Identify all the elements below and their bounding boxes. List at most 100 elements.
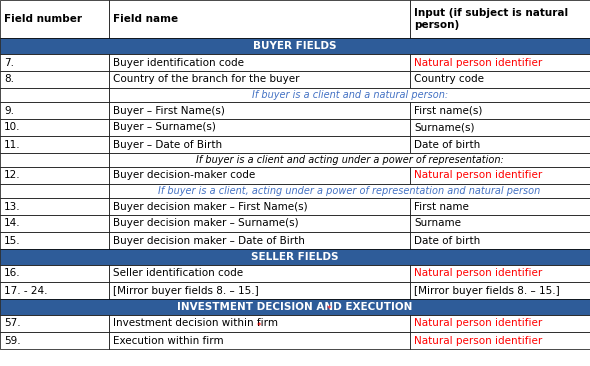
Bar — [109, 282, 410, 299]
Text: *: * — [327, 305, 331, 314]
Text: INVESTMENT DECISION AND EXECUTION: INVESTMENT DECISION AND EXECUTION — [178, 302, 412, 312]
Bar — [0, 71, 109, 88]
Bar — [109, 119, 410, 136]
Text: Date of birth: Date of birth — [414, 139, 480, 149]
Text: 59.: 59. — [4, 336, 21, 346]
Bar — [109, 54, 410, 71]
Bar — [109, 315, 410, 332]
Bar — [410, 119, 590, 136]
Text: Surname: Surname — [414, 219, 461, 228]
Text: Buyer – First Name(s): Buyer – First Name(s) — [113, 105, 225, 116]
Bar — [410, 282, 590, 299]
Text: First name: First name — [414, 202, 469, 212]
Text: Execution within firm: Execution within firm — [113, 336, 224, 346]
Text: SELLER FIELDS: SELLER FIELDS — [251, 252, 339, 262]
Text: If buyer is a client and acting under a power of representation:: If buyer is a client and acting under a … — [196, 155, 503, 165]
Bar — [0, 167, 109, 184]
Bar — [410, 71, 590, 88]
Bar — [0, 315, 109, 332]
Text: If buyer is a client, acting under a power of representation and natural person: If buyer is a client, acting under a pow… — [159, 186, 540, 196]
Text: 10.: 10. — [4, 123, 21, 132]
Bar — [410, 198, 590, 215]
Bar — [0, 136, 109, 153]
Text: 14.: 14. — [4, 219, 21, 228]
Text: Surname(s): Surname(s) — [414, 123, 474, 132]
Bar — [0, 332, 109, 349]
Bar — [0, 232, 109, 249]
Bar — [0, 184, 109, 198]
Bar — [0, 119, 109, 136]
Text: Buyer decision maker – Date of Birth: Buyer decision maker – Date of Birth — [113, 235, 305, 246]
Text: Natural person identifier: Natural person identifier — [414, 269, 542, 279]
Bar — [0, 0, 109, 38]
Text: Input (if subject is natural
person): Input (if subject is natural person) — [414, 8, 568, 30]
Text: 16.: 16. — [4, 269, 21, 279]
Bar — [0, 299, 590, 315]
Text: Buyer decision maker – First Name(s): Buyer decision maker – First Name(s) — [113, 202, 308, 212]
Bar — [109, 136, 410, 153]
Text: [Mirror buyer fields 8. – 15.]: [Mirror buyer fields 8. – 15.] — [113, 285, 259, 295]
Text: 9.: 9. — [4, 105, 14, 116]
Bar — [109, 102, 410, 119]
Bar — [410, 265, 590, 282]
Text: Buyer – Surname(s): Buyer – Surname(s) — [113, 123, 216, 132]
Bar — [0, 249, 590, 265]
Bar — [0, 102, 109, 119]
Text: 7.: 7. — [4, 57, 14, 67]
Text: Field name: Field name — [113, 14, 178, 24]
Bar — [0, 282, 109, 299]
Text: Natural person identifier: Natural person identifier — [414, 336, 542, 346]
Text: 57.: 57. — [4, 318, 21, 329]
Text: Buyer decision maker – Surname(s): Buyer decision maker – Surname(s) — [113, 219, 299, 228]
Bar — [109, 232, 410, 249]
Bar — [410, 215, 590, 232]
Bar — [109, 215, 410, 232]
Text: 11.: 11. — [4, 139, 21, 149]
Bar — [109, 153, 590, 167]
Bar — [109, 88, 590, 102]
Bar — [0, 153, 109, 167]
Bar — [109, 184, 590, 198]
Text: Country of the branch for the buyer: Country of the branch for the buyer — [113, 75, 300, 85]
Bar — [410, 332, 590, 349]
Text: Field number: Field number — [4, 14, 82, 24]
Text: 15.: 15. — [4, 235, 21, 246]
Bar — [109, 265, 410, 282]
Bar — [0, 38, 590, 54]
Bar — [0, 198, 109, 215]
Bar — [410, 136, 590, 153]
Text: 12.: 12. — [4, 171, 21, 180]
Text: First name(s): First name(s) — [414, 105, 483, 116]
Bar — [109, 167, 410, 184]
Text: If buyer is a client and a natural person:: If buyer is a client and a natural perso… — [251, 90, 448, 100]
Bar — [410, 102, 590, 119]
Bar — [109, 71, 410, 88]
Text: 17. - 24.: 17. - 24. — [4, 285, 48, 295]
Bar — [410, 54, 590, 71]
Bar — [109, 198, 410, 215]
Text: Buyer – Date of Birth: Buyer – Date of Birth — [113, 139, 222, 149]
Bar — [0, 54, 109, 71]
Text: Natural person identifier: Natural person identifier — [414, 171, 542, 180]
Bar — [0, 215, 109, 232]
Text: Buyer identification code: Buyer identification code — [113, 57, 244, 67]
Bar — [109, 0, 410, 38]
Bar — [410, 167, 590, 184]
Text: [Mirror buyer fields 8. – 15.]: [Mirror buyer fields 8. – 15.] — [414, 285, 560, 295]
Text: Natural person identifier: Natural person identifier — [414, 318, 542, 329]
Bar — [410, 315, 590, 332]
Text: 8.: 8. — [4, 75, 14, 85]
Text: Natural person identifier: Natural person identifier — [414, 57, 542, 67]
Bar — [410, 0, 590, 38]
Bar — [410, 232, 590, 249]
Bar — [0, 265, 109, 282]
Bar — [109, 332, 410, 349]
Text: Country code: Country code — [414, 75, 484, 85]
Text: Seller identification code: Seller identification code — [113, 269, 243, 279]
Text: *: * — [257, 322, 261, 331]
Text: 13.: 13. — [4, 202, 21, 212]
Text: Date of birth: Date of birth — [414, 235, 480, 246]
Text: Investment decision within firm: Investment decision within firm — [113, 318, 278, 329]
Text: BUYER FIELDS: BUYER FIELDS — [253, 41, 337, 51]
Text: Buyer decision-maker code: Buyer decision-maker code — [113, 171, 255, 180]
